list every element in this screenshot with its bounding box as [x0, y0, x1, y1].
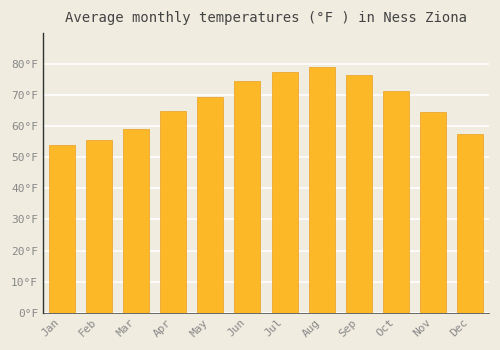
Bar — [160, 111, 186, 313]
Bar — [272, 72, 297, 313]
Bar — [346, 75, 372, 313]
Bar — [48, 145, 74, 313]
Bar — [420, 112, 446, 313]
Bar — [234, 81, 260, 313]
Bar — [197, 97, 223, 313]
Bar — [383, 91, 409, 313]
Bar — [123, 130, 149, 313]
Bar — [308, 67, 334, 313]
Bar — [86, 140, 112, 313]
Title: Average monthly temperatures (°F ) in Ness Ziona: Average monthly temperatures (°F ) in Ne… — [65, 11, 467, 25]
Bar — [458, 134, 483, 313]
